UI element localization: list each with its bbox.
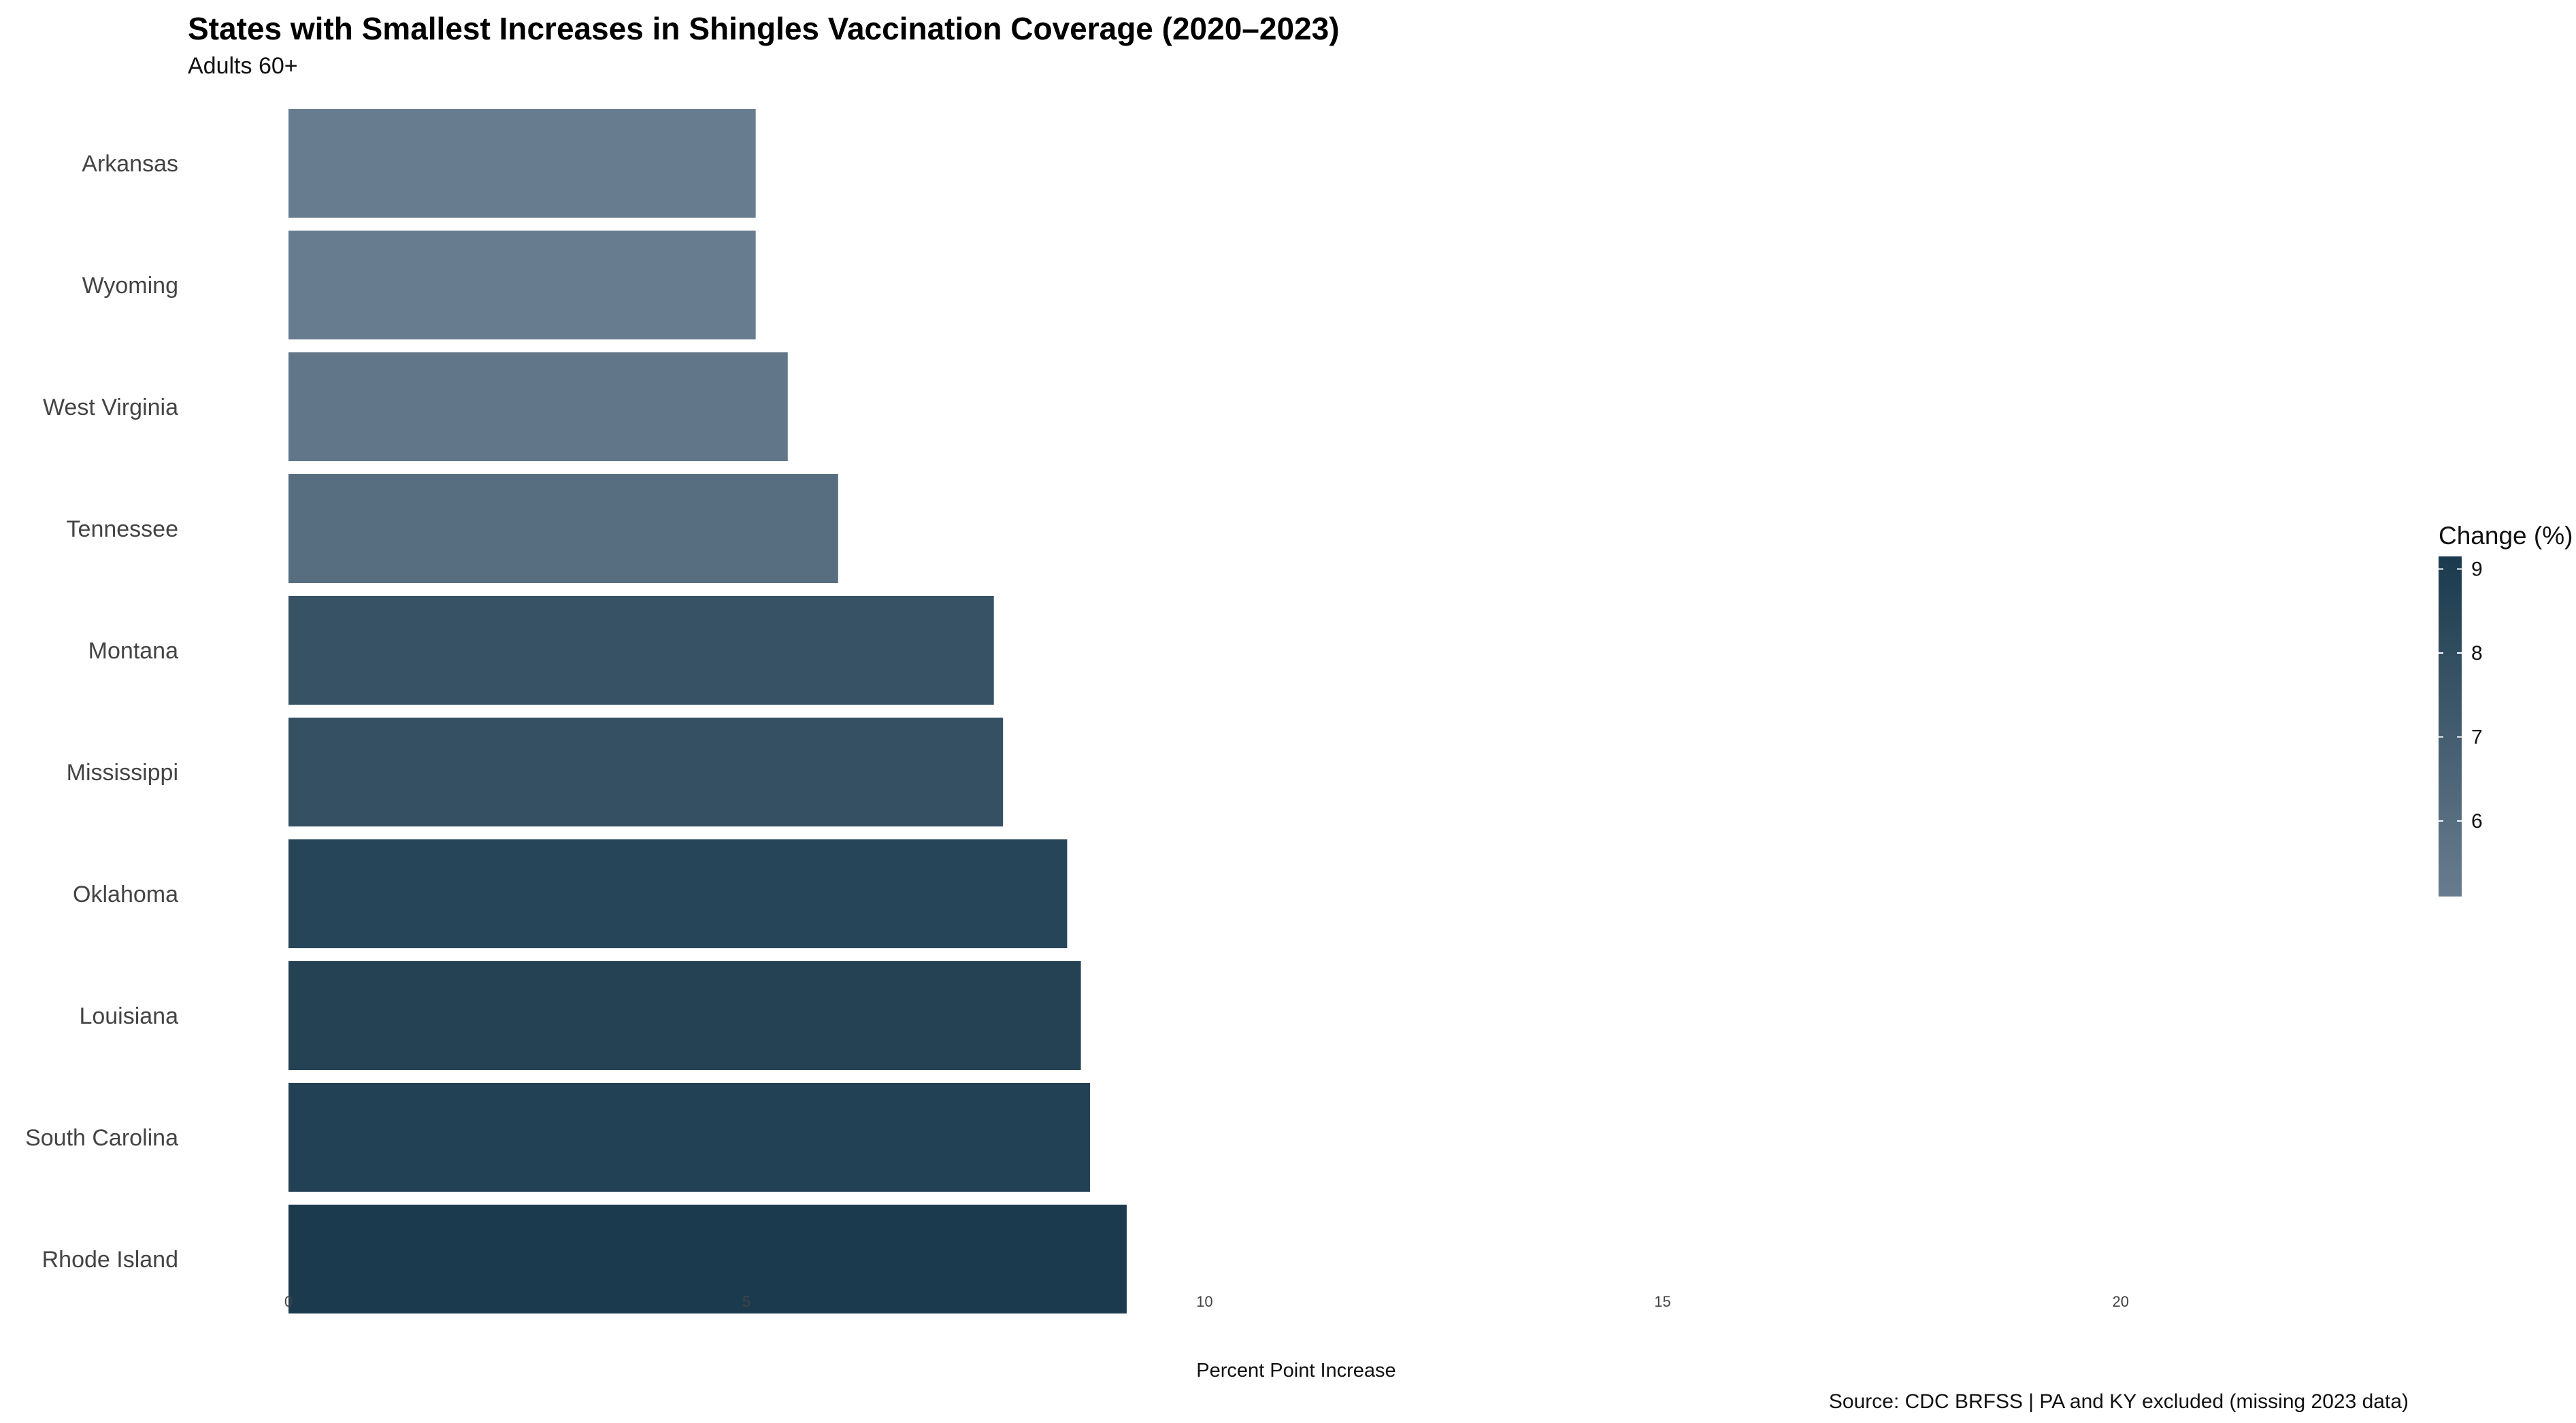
x-tick-20: 20	[2112, 1293, 2128, 1310]
bars-group	[288, 109, 1127, 1313]
legend-tick-8: 8	[2471, 642, 2483, 665]
category-label-south-carolina: South Carolina	[25, 1125, 178, 1151]
legend-tick-9: 9	[2471, 558, 2483, 581]
x-axis-ticks: 0 5 10 15 20	[284, 1293, 2129, 1310]
bar-mississippi	[288, 718, 1004, 826]
color-legend: Change (%) 6 7 8 9	[2439, 522, 2573, 897]
legend-colorbar	[2439, 556, 2462, 897]
category-labels: Arkansas Wyoming West Virginia Tennessee Mon…	[25, 151, 178, 1273]
x-tick-0: 0	[284, 1293, 293, 1310]
category-label-louisiana: Louisiana	[79, 1003, 178, 1029]
bar-louisiana	[288, 961, 1081, 1070]
bar-south-carolina	[288, 1083, 1091, 1192]
category-label-tennessee: Tennessee	[67, 516, 178, 542]
x-tick-15: 15	[1654, 1293, 1670, 1310]
chart-subtitle: Adults 60+	[188, 53, 298, 79]
bar-montana	[288, 596, 994, 705]
bar-arkansas	[288, 109, 756, 218]
category-label-montana: Montana	[88, 638, 178, 664]
category-label-mississippi: Mississippi	[67, 760, 178, 786]
category-label-oklahoma: Oklahoma	[73, 882, 178, 907]
category-label-arkansas: Arkansas	[82, 151, 178, 177]
legend-tick-7: 7	[2471, 726, 2483, 748]
bar-wyoming	[288, 231, 756, 339]
bar-tennessee	[288, 474, 838, 583]
chart-caption: Source: CDC BRFSS | PA and KY excluded (…	[1829, 1390, 2409, 1413]
legend-ticks: 6 7 8 9	[2439, 558, 2483, 833]
x-tick-5: 5	[742, 1293, 750, 1310]
category-label-rhode-island: Rhode Island	[42, 1247, 178, 1273]
chart-title: States with Smallest Increases in Shingl…	[188, 11, 1340, 46]
legend-title: Change (%)	[2439, 522, 2573, 550]
category-label-wyoming: Wyoming	[82, 273, 178, 299]
bar-oklahoma	[288, 839, 1068, 948]
bar-west-virginia	[288, 352, 788, 461]
x-tick-10: 10	[1196, 1293, 1212, 1310]
legend-tick-6: 6	[2471, 810, 2483, 833]
x-axis-title: Percent Point Increase	[1196, 1360, 1396, 1382]
bar-rhode-island	[288, 1205, 1127, 1313]
category-label-west-virginia: West Virginia	[43, 395, 178, 420]
